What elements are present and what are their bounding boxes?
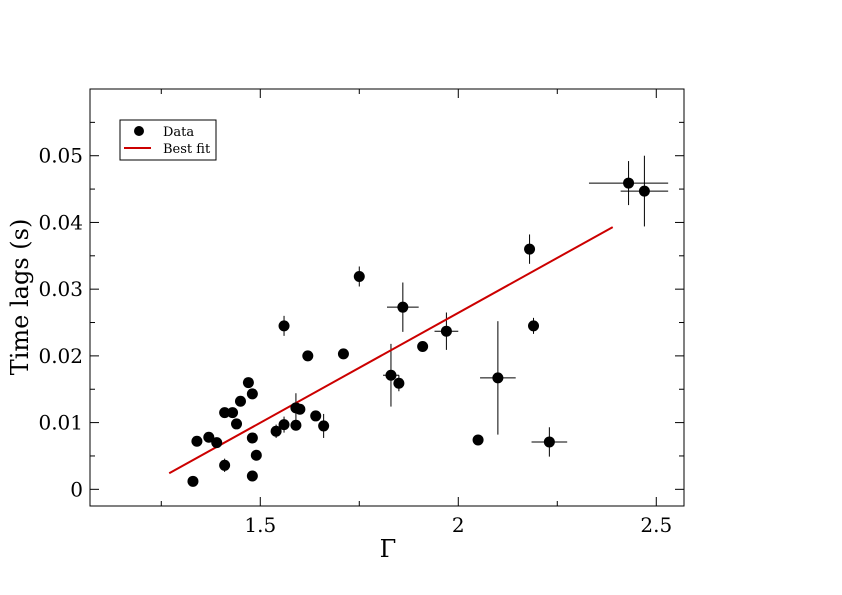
x-tick-label: 1.5 [244, 513, 276, 537]
data-point [472, 434, 484, 446]
data-point [246, 470, 258, 482]
data-point [337, 348, 349, 360]
data-point [393, 377, 405, 389]
legend: Data Best fit [119, 119, 217, 161]
y-tick-label: 0.05 [38, 144, 83, 168]
data-point [270, 425, 282, 437]
data-point [623, 177, 635, 189]
data-point [353, 270, 365, 282]
x-axis-ticks: 1.5 2 2.5 [160, 89, 672, 537]
data-point [203, 431, 215, 443]
data-point [219, 407, 231, 419]
data-point [278, 320, 290, 332]
data-point [294, 403, 306, 415]
data-point [234, 395, 246, 407]
data-point [231, 418, 243, 430]
data-point [417, 341, 429, 353]
plot-area-frame [89, 88, 685, 507]
legend-data-label: Data [163, 125, 194, 140]
data-point [227, 407, 239, 419]
data-point [397, 301, 409, 313]
data-point [528, 320, 540, 332]
y-tick-label: 0.04 [38, 210, 83, 234]
data-point [385, 369, 397, 381]
data-point [310, 410, 322, 422]
data-point [638, 185, 650, 197]
legend-fit-label: Best fit [163, 142, 211, 157]
data-point [250, 449, 262, 461]
data-point [302, 350, 314, 362]
x-axis-title: Γ [380, 535, 397, 563]
data-point [543, 436, 555, 448]
data-point [242, 377, 254, 389]
y-tick-label: 0.02 [38, 344, 83, 368]
y-tick-label: 0.03 [38, 277, 83, 301]
y-tick-label: 0 [70, 477, 83, 501]
y-tick-label: 0.01 [38, 411, 83, 435]
x-tick-label: 2.5 [640, 513, 672, 537]
data-point [290, 419, 302, 431]
y-axis-title: Time lags (s) [6, 219, 34, 376]
best-fit-layer [168, 226, 614, 475]
data-point [187, 475, 199, 487]
data-point [246, 388, 258, 400]
data-point [318, 420, 330, 432]
data-point [219, 459, 231, 471]
y-axis-ticks: 0 0.01 0.02 0.03 0.04 0.05 [38, 121, 684, 501]
legend-data-marker [134, 126, 144, 136]
legend-box [119, 119, 217, 161]
data-point [278, 419, 290, 431]
x-tick-label: 2 [452, 513, 465, 537]
data-point [440, 325, 452, 337]
data-point [246, 432, 258, 444]
best-fit-line [168, 226, 614, 475]
data-point [524, 243, 536, 255]
data-points [187, 177, 650, 487]
data-point [492, 372, 504, 384]
data-point [191, 435, 203, 447]
data-point [211, 437, 223, 449]
